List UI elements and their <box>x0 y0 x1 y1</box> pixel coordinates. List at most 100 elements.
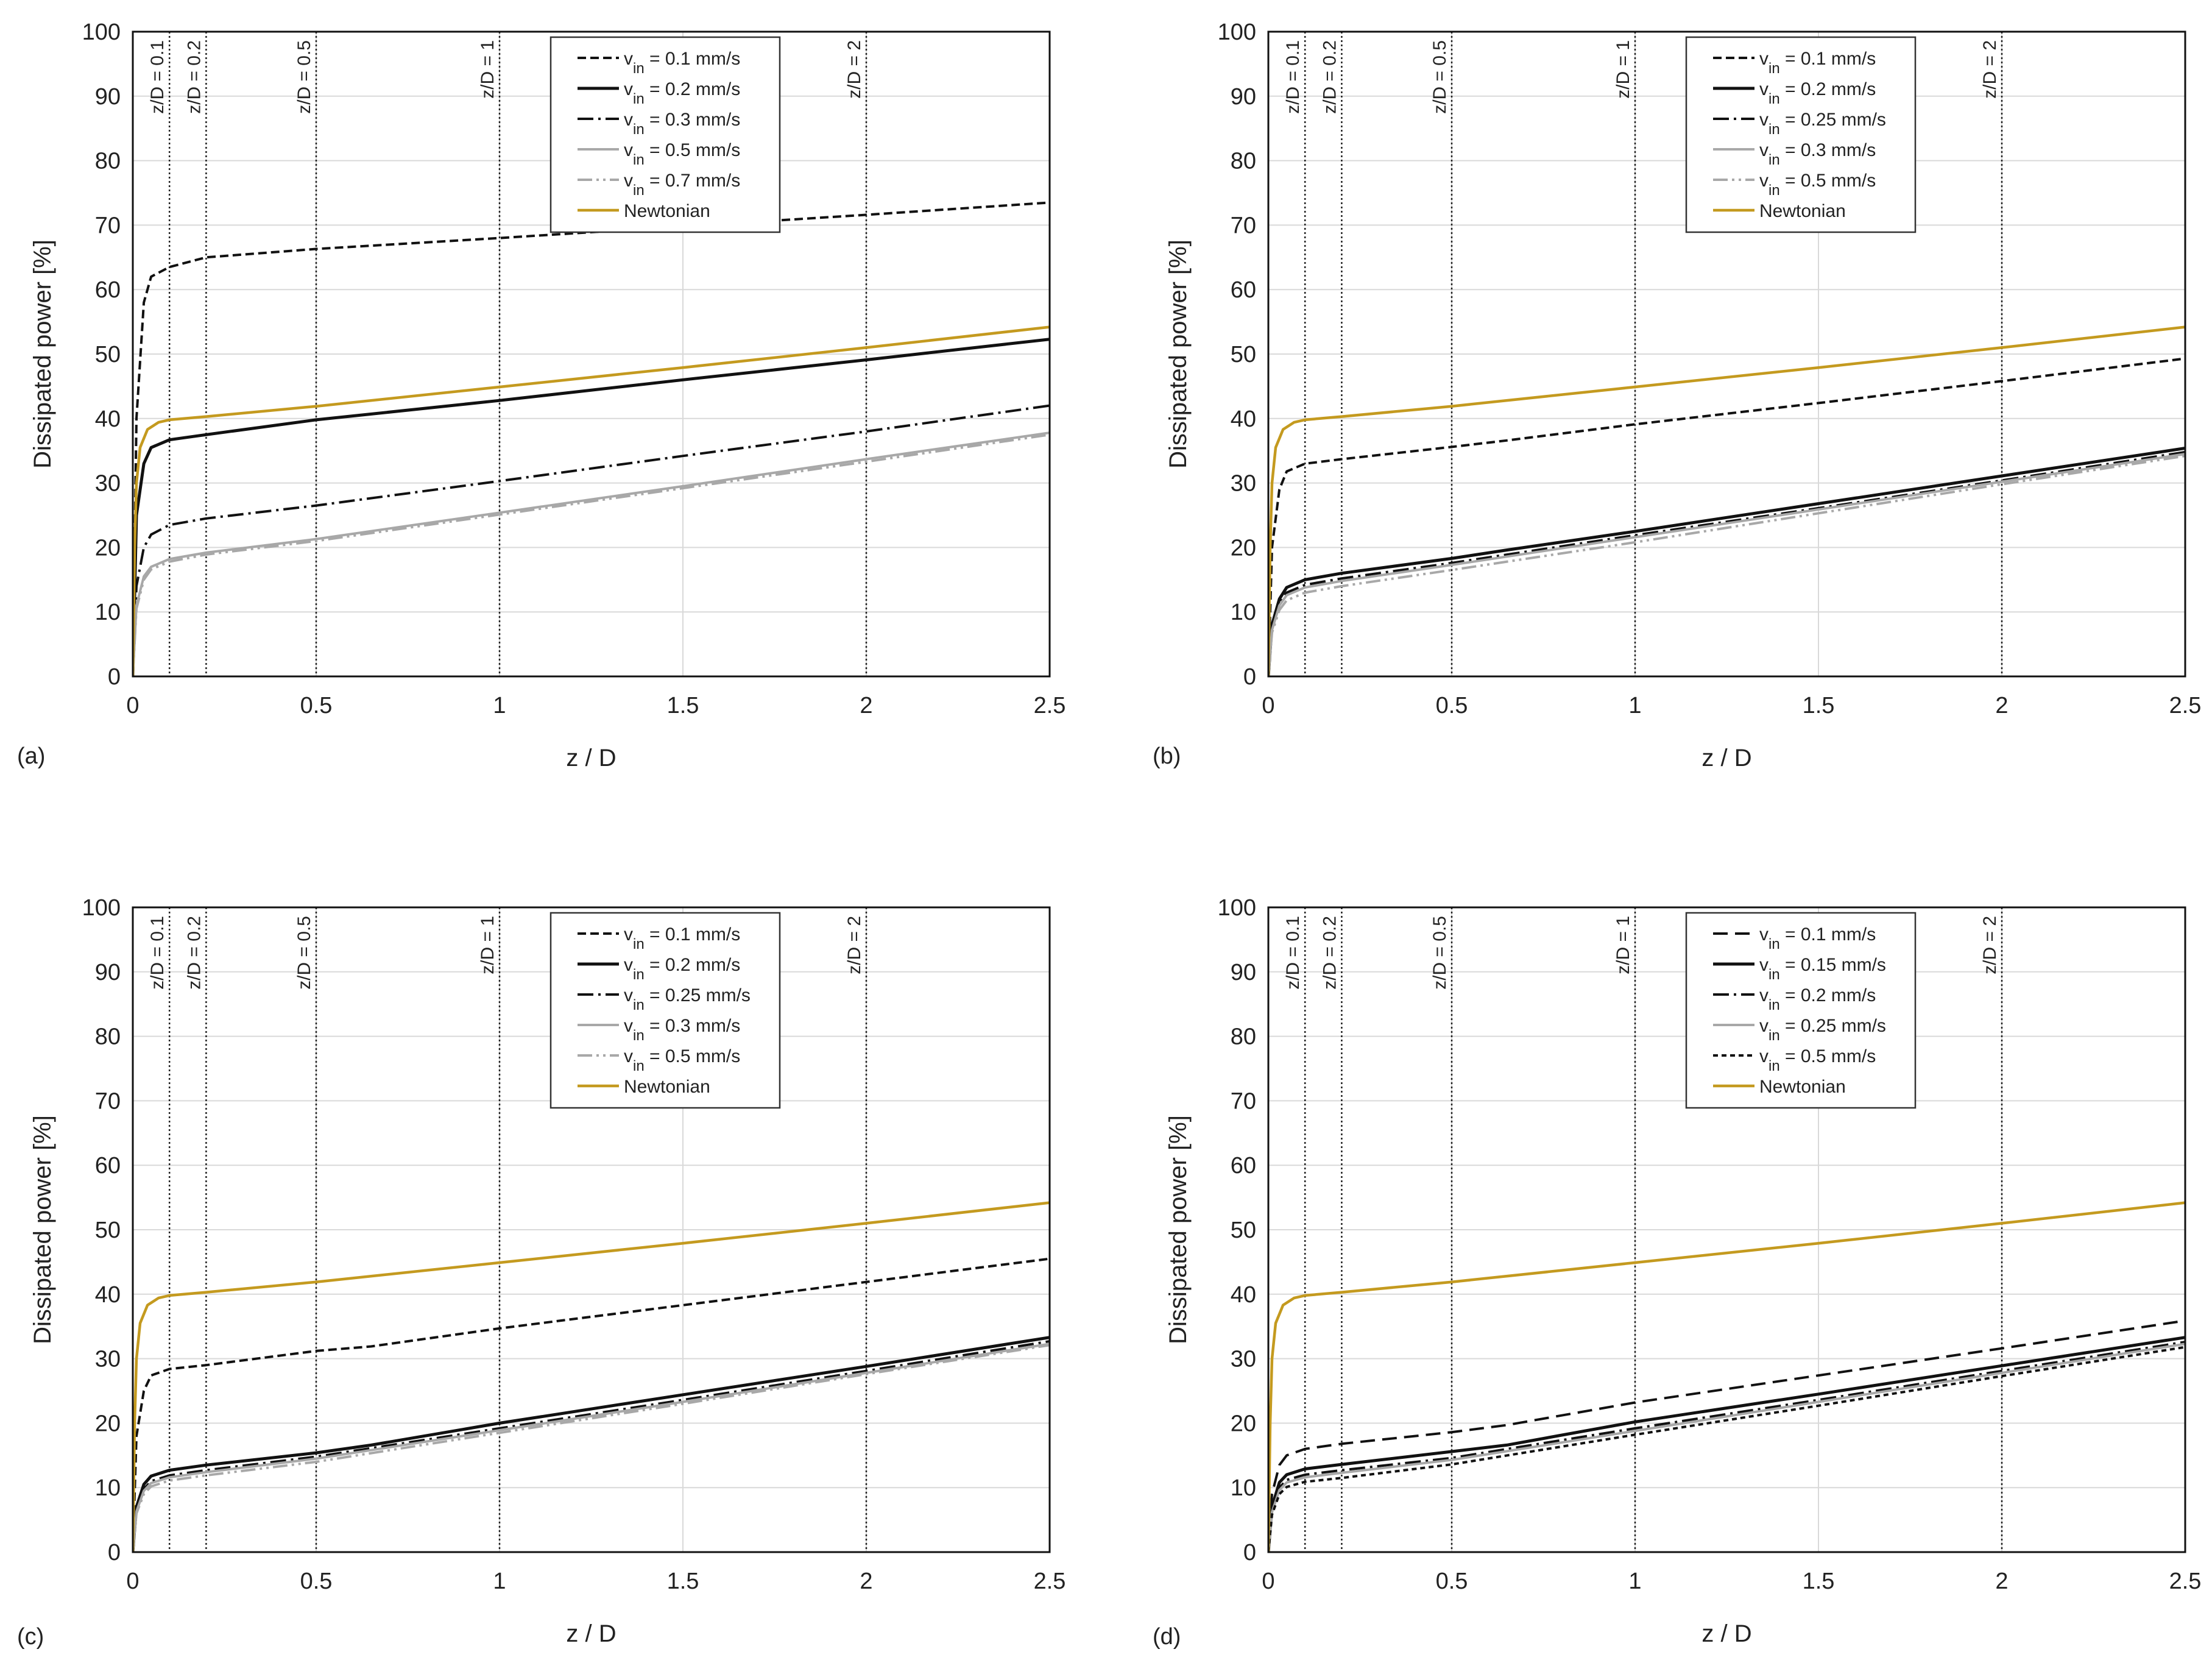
panel-label: (d) <box>1153 1624 1181 1650</box>
x-tick-label: 1 <box>493 1569 506 1594</box>
y-tick-label: 40 <box>95 406 121 432</box>
legend-label: vin = 0.2 mm/s <box>624 955 740 983</box>
y-tick-label: 20 <box>1231 1411 1256 1436</box>
z-marker-label: z/D = 0.2 <box>184 916 204 990</box>
y-tick-label: 40 <box>95 1282 121 1308</box>
legend-label: vin = 0.1 mm/s <box>1759 924 1876 952</box>
x-axis-title: z / D <box>566 1620 616 1647</box>
x-tick-label: 2.5 <box>2169 1569 2202 1594</box>
y-tick-label: 100 <box>1218 895 1256 921</box>
y-tick-label: 10 <box>95 600 121 625</box>
y-tick-label: 20 <box>95 1411 121 1436</box>
plot-frame <box>1267 906 2186 1553</box>
plot-frame <box>1267 30 2186 678</box>
y-tick-label: 10 <box>95 1475 121 1501</box>
y-tick-label: 70 <box>95 1088 121 1114</box>
z-marker-label: z/D = 1 <box>1613 916 1633 974</box>
z-marker-label: z/D = 0.2 <box>184 40 204 114</box>
y-tick-label: 0 <box>108 1540 121 1565</box>
series-line <box>133 1201 1050 1552</box>
series-line <box>133 404 1050 676</box>
series-line <box>1268 1201 2185 1552</box>
y-tick-label: 80 <box>95 1024 121 1050</box>
legend-box <box>549 36 781 233</box>
legend-label: Newtonian <box>1759 201 1846 221</box>
y-tick-label: 100 <box>82 895 121 921</box>
series-line <box>1268 1346 2185 1552</box>
x-tick-label: 0.5 <box>300 1569 333 1594</box>
z-marker-label: z/D = 2 <box>1980 40 2000 99</box>
legend-label: vin = 0.25 mm/s <box>1759 1016 1886 1044</box>
panel-label: (b) <box>1153 743 1181 769</box>
legend-label: vin = 0.3 mm/s <box>624 110 740 138</box>
y-tick-label: 50 <box>1231 342 1256 367</box>
y-tick-label: 20 <box>1231 535 1256 561</box>
y-tick-label: 50 <box>95 1218 121 1243</box>
z-marker-label: z/D = 0.5 <box>294 40 314 114</box>
y-tick-label: 70 <box>1231 1088 1256 1114</box>
legend-label: Newtonian <box>624 201 710 221</box>
y-axis-title: Dissipated power [%] <box>1165 1115 1192 1344</box>
legend-label: vin = 0.25 mm/s <box>624 985 751 1013</box>
series-line <box>133 433 1050 676</box>
x-tick-label: 1.5 <box>1803 693 1835 718</box>
y-tick-label: 10 <box>1231 1475 1256 1501</box>
z-marker-label: z/D = 1 <box>1613 40 1633 99</box>
x-axis-title: z / D <box>1701 745 1751 771</box>
y-tick-label: 50 <box>1231 1218 1256 1243</box>
z-marker-label: z/D = 1 <box>478 40 498 99</box>
y-tick-label: 0 <box>1243 1540 1256 1565</box>
z-marker-label: z/D = 2 <box>1980 916 2000 974</box>
x-tick-label: 1 <box>493 693 506 718</box>
series-line <box>133 1340 1050 1552</box>
x-tick-label: 0 <box>1262 693 1274 718</box>
y-axis-title: Dissipated power [%] <box>29 1115 56 1344</box>
y-tick-label: 80 <box>95 149 121 174</box>
x-tick-label: 2 <box>1995 1569 2008 1594</box>
x-tick-label: 1 <box>1628 1569 1641 1594</box>
z-marker-label: z/D = 0.1 <box>1283 916 1303 990</box>
legend-label: vin = 0.1 mm/s <box>624 49 740 77</box>
legend-label: vin = 0.15 mm/s <box>1759 955 1886 983</box>
legend-label: vin = 0.5 mm/s <box>624 1046 740 1074</box>
series-line <box>1268 453 2185 676</box>
y-tick-label: 30 <box>1231 1347 1256 1372</box>
series-line <box>1268 1336 2185 1552</box>
legend-label: vin = 0.5 mm/s <box>624 140 740 168</box>
legend-label: vin = 0.5 mm/s <box>1759 171 1876 199</box>
panel-label: (c) <box>17 1624 44 1650</box>
z-marker-label: z/D = 0.5 <box>1430 916 1450 990</box>
panel-label: (a) <box>17 743 45 769</box>
y-tick-label: 60 <box>95 277 121 303</box>
y-tick-label: 40 <box>1231 406 1256 432</box>
y-tick-label: 70 <box>1231 213 1256 238</box>
series-line <box>1268 325 2185 676</box>
y-tick-label: 90 <box>95 960 121 985</box>
plot-frame <box>132 30 1051 678</box>
x-tick-label: 0 <box>1262 1569 1274 1594</box>
series-line <box>1268 447 2185 676</box>
z-marker-label: z/D = 0.1 <box>147 916 168 990</box>
chart-panel-d: z/D = 0.1 z/D = 0.2 z/D = 0.5 z/D = 1 z/D = … <box>1153 895 2201 1650</box>
x-tick-label: 2.5 <box>2169 693 2202 718</box>
chart-panel-b: z/D = 0.1 z/D = 0.2 z/D = 0.5 z/D = 1 z/D = … <box>1153 20 2201 771</box>
legend-label: vin = 0.3 mm/s <box>624 1016 740 1044</box>
legend-label: vin = 0.1 mm/s <box>624 924 740 952</box>
legend-label: vin = 0.5 mm/s <box>1759 1046 1876 1074</box>
y-tick-label: 80 <box>1231 1024 1256 1050</box>
x-tick-label: 1.5 <box>667 693 699 718</box>
legend-label: vin = 0.1 mm/s <box>1759 49 1876 77</box>
legend-box <box>549 912 781 1109</box>
series-line <box>133 1344 1050 1552</box>
chart-panel-c: z/D = 0.1 z/D = 0.2 z/D = 0.5 z/D = 1 z/D = … <box>17 895 1065 1650</box>
z-marker-label: z/D = 0.5 <box>1430 40 1450 114</box>
y-axis-title: Dissipated power [%] <box>29 239 56 469</box>
y-tick-label: 50 <box>95 342 121 367</box>
legend-label: Newtonian <box>624 1077 710 1097</box>
x-tick-label: 1 <box>1628 693 1641 718</box>
legend-label: vin = 0.2 mm/s <box>1759 79 1876 107</box>
